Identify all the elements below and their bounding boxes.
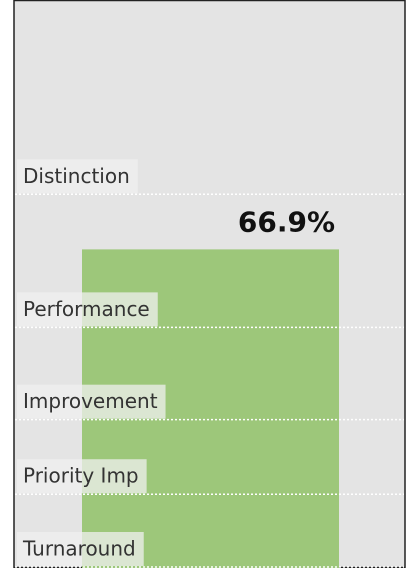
reference-label: Improvement — [23, 389, 158, 413]
reference-label: Performance — [23, 297, 150, 321]
value-label: 66.9% — [238, 205, 335, 238]
label-background — [17, 292, 158, 327]
label-background — [17, 532, 144, 566]
label-background — [17, 459, 147, 494]
reference-label: Priority Imp — [23, 464, 139, 488]
reference-label: Turnaround — [22, 537, 136, 561]
label-background — [17, 159, 138, 194]
label-background — [17, 384, 166, 419]
reference-label: Distinction — [23, 164, 130, 188]
